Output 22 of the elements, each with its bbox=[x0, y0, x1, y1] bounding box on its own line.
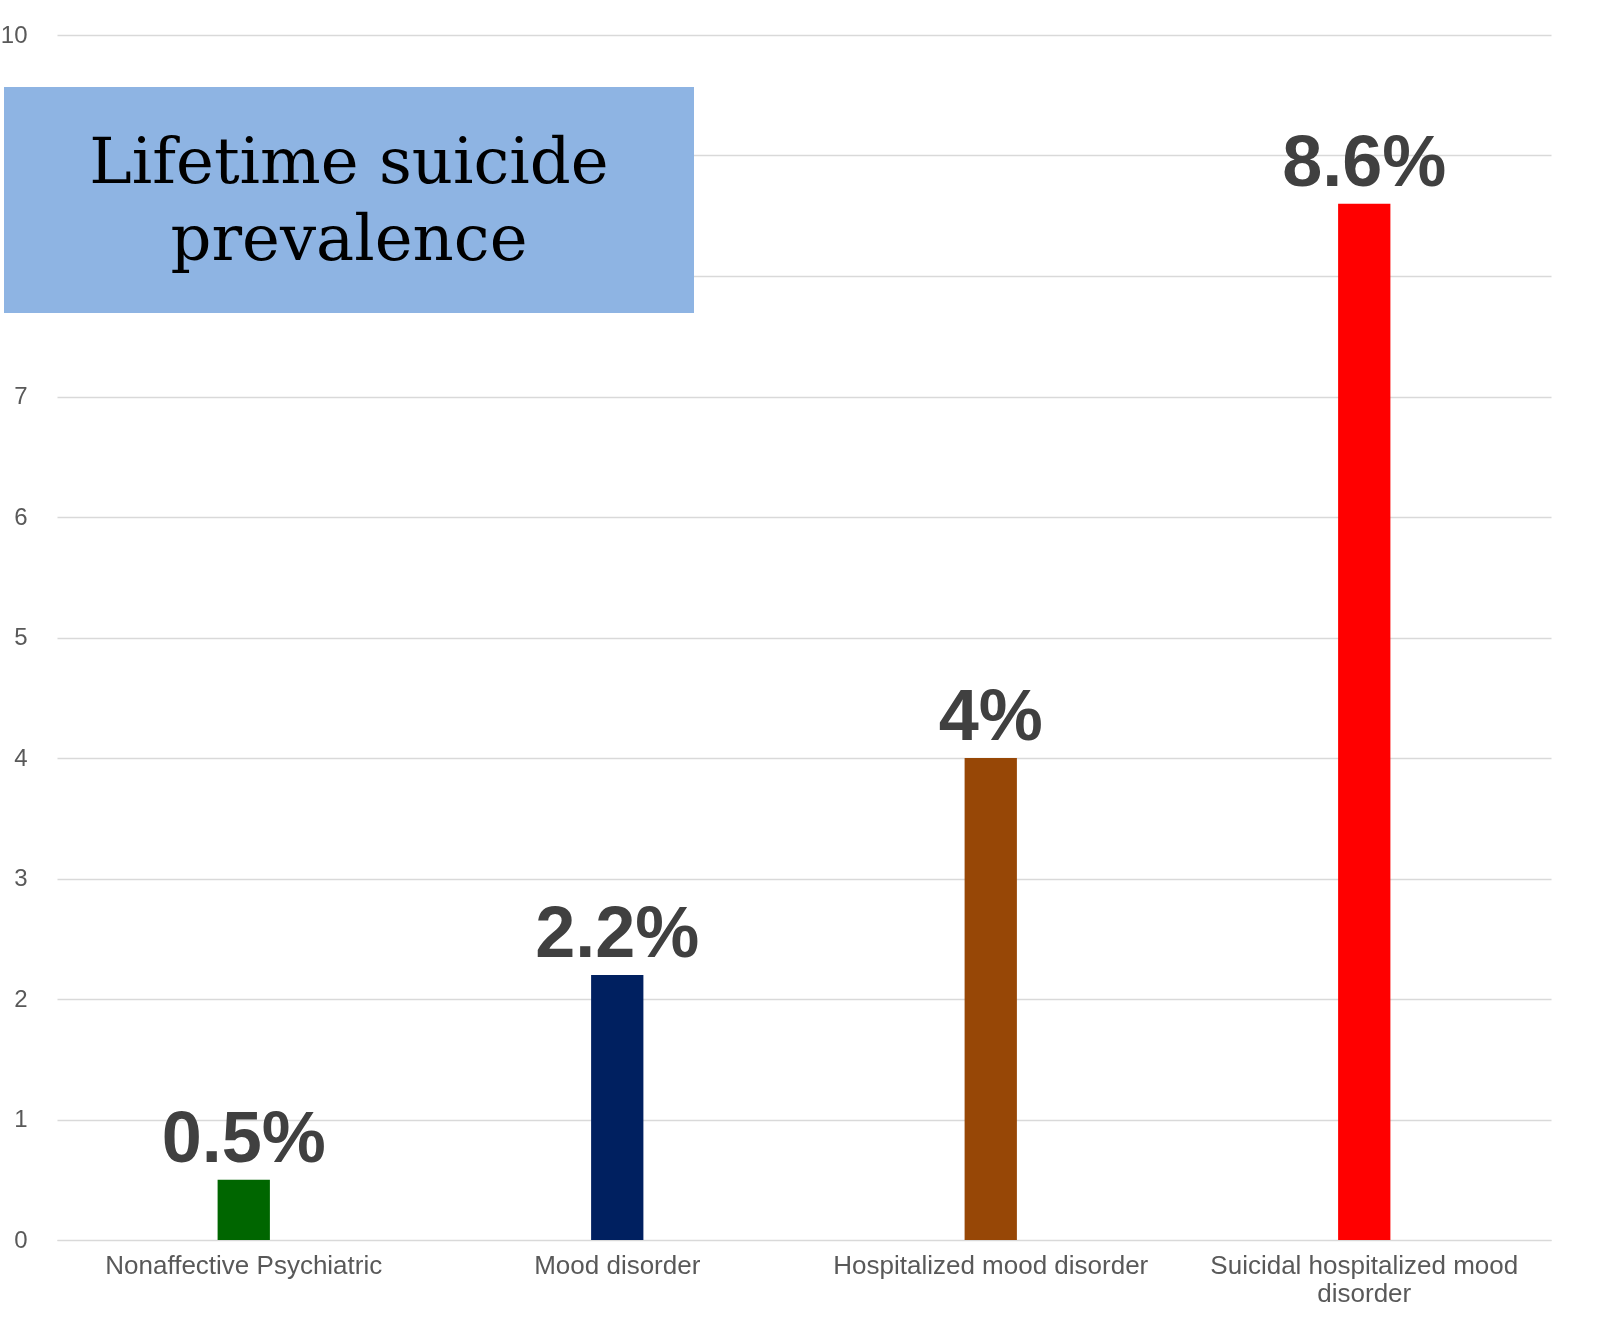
x-tick-label: Hospitalized mood disorder bbox=[833, 1249, 1149, 1280]
data-label: 8.6% bbox=[1282, 120, 1447, 201]
y-tick-label: 10 bbox=[0, 20, 28, 48]
bar bbox=[1338, 203, 1391, 1240]
text: Lifetime suicide prevalence bbox=[4, 87, 694, 313]
y-tick-label: 0 bbox=[14, 1225, 28, 1253]
y-tick-label: 5 bbox=[14, 623, 28, 650]
y-tick-label: 2 bbox=[14, 984, 28, 1012]
x-tick-label: Suicidal hospitalized mood disorder bbox=[1210, 1249, 1519, 1308]
y-tick-label: 4 bbox=[14, 743, 28, 771]
data-label: 0.5% bbox=[161, 1096, 326, 1177]
y-tick-label: 6 bbox=[14, 502, 28, 530]
bar bbox=[591, 974, 644, 1240]
x-tick-label: Mood disorder bbox=[534, 1249, 701, 1280]
bar bbox=[964, 758, 1017, 1240]
y-tick-label: 3 bbox=[14, 864, 28, 891]
data-label: 2.2% bbox=[535, 891, 700, 972]
data-label: 4% bbox=[938, 675, 1043, 755]
y-tick-label: 1 bbox=[14, 1105, 28, 1132]
bar bbox=[217, 1179, 270, 1240]
y-tick-label: 7 bbox=[14, 382, 28, 409]
x-tick-label: Nonaffective Psychiatric bbox=[105, 1249, 383, 1280]
